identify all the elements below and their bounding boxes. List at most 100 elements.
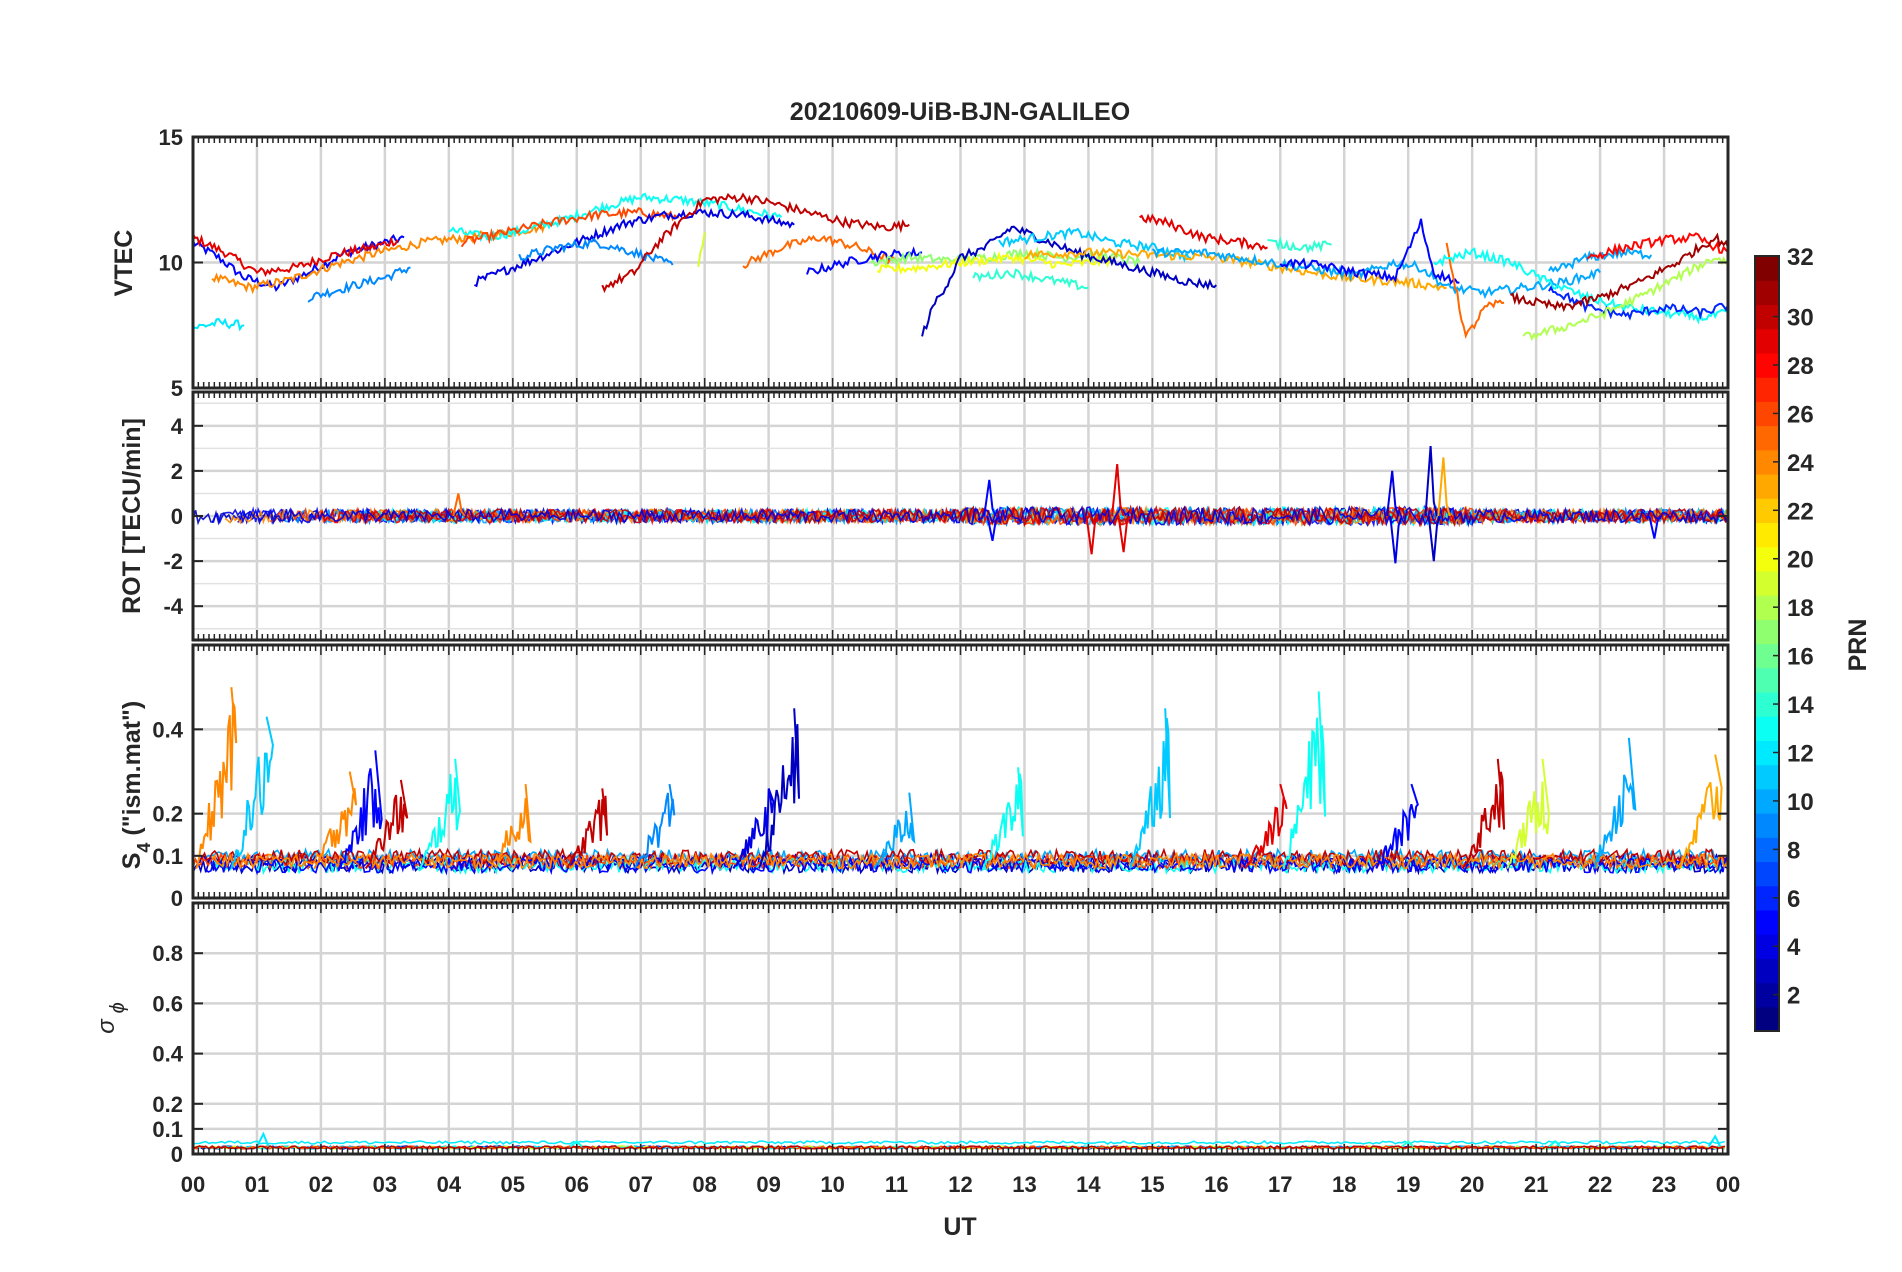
colorbar-swatch-prn-21 [1755, 522, 1779, 548]
colorbar-swatch-prn-29 [1755, 328, 1779, 354]
colorbar-swatch-prn-19 [1755, 570, 1779, 596]
colorbar-tick-label: 20 [1787, 547, 1814, 574]
s4-burst-prn-19 [1506, 758, 1550, 869]
x-tick-label: 15 [1140, 1172, 1164, 1197]
panel-rot: -4 -2 0 2 4 ROT [TECU/min] [118, 390, 1730, 642]
rot-spike-prn-29 [1117, 515, 1131, 553]
s4-burst-prn-23 [1679, 754, 1723, 869]
s4-burst-prn-4 [732, 788, 775, 869]
sigma-peak-prn-13 [569, 1140, 583, 1148]
y-axis-label: S4 ("ism.mat") [118, 701, 154, 870]
rot-spike-prn-23 [1437, 457, 1451, 517]
chart-title: 20210609-UiB-BJN-GALILEO [790, 98, 1130, 126]
rot-spike-prn-4 [1386, 470, 1400, 517]
vtec-series-prn-30 [601, 192, 910, 294]
rot-spike-prn-3 [1424, 446, 1438, 517]
y-tick-label: 0.4 [152, 717, 183, 742]
y-tick-label: 4 [171, 414, 184, 439]
colorbar-tick-label: 18 [1787, 595, 1814, 622]
x-tick-label: 14 [1076, 1172, 1101, 1197]
x-tick-label: 02 [309, 1172, 333, 1197]
s4-burst-prn-5 [339, 750, 383, 869]
x-tick-label: 10 [820, 1172, 844, 1197]
y-tick-label: -2 [163, 549, 183, 574]
y-tick-label: 0.8 [152, 941, 183, 966]
y-axis-label-main: S [118, 853, 146, 870]
colorbar-tick-label: 28 [1787, 353, 1814, 380]
s4-series-prn-24 [211, 851, 1728, 872]
vtec-series-prn-20 [877, 250, 1115, 275]
y-tick-label: 10 [159, 251, 183, 276]
s4-burst-prn-30 [364, 779, 409, 870]
vtec-series-prn-12 [193, 317, 245, 332]
rot-spike-prn-25 [452, 493, 466, 517]
vtec-series-prn-18 [1522, 256, 1728, 342]
colorbar-swatch-prn-23 [1755, 473, 1779, 499]
vtec-series-prn-9 [307, 266, 411, 303]
colorbar-swatch-prn-32 [1755, 256, 1779, 281]
colorbar-swatch-prn-27 [1755, 377, 1779, 402]
x-tick-label: 08 [692, 1172, 716, 1197]
x-tick-label: 00 [1716, 1172, 1740, 1197]
series-group [193, 446, 1728, 564]
s4-burst-prn-9 [633, 783, 676, 870]
x-tick-label: 03 [373, 1172, 397, 1197]
colorbar-swatch-prn-7 [1755, 861, 1779, 887]
rot-spike-prn-5 [983, 479, 997, 517]
colorbar-swatch-prn-13 [1755, 716, 1779, 741]
s4-burst-prn-24 [489, 784, 532, 870]
sigma-peak-prn-12 [1707, 1134, 1722, 1148]
s4-burst-prn-10 [873, 792, 916, 869]
vtec-series-prn-29 [1139, 213, 1268, 252]
x-tick-labels: 00 01 02 03 04 05 06 07 08 09 10 11 12 13 14 15 16 17 18 19… [181, 1172, 1740, 1197]
x-tick-label: 20 [1460, 1172, 1484, 1197]
x-tick-label: 22 [1588, 1172, 1612, 1197]
s4-burst-prn-13 [1282, 691, 1327, 869]
series-group [193, 687, 1728, 876]
s4-burst-prn-10 [1592, 737, 1637, 870]
y-tick-label: 0.2 [152, 1092, 183, 1117]
colorbar-swatch-prn-9 [1755, 813, 1779, 838]
x-tick-label: 13 [1012, 1172, 1036, 1197]
x-tick-label: 23 [1652, 1172, 1676, 1197]
panel-s4: 00.10.20.4S4 ("ism.mat") [118, 643, 1730, 911]
s4-burst-prn-30 [1461, 758, 1506, 870]
panel-sigma: 00.10.2 0.4 0.6 0.8 σϕ [93, 901, 1730, 1167]
sigma-peak-prn-12 [256, 1131, 270, 1147]
colorbar-tick-label: 10 [1787, 789, 1814, 816]
y-tick-label: -4 [163, 594, 183, 619]
x-tick-label: 04 [437, 1172, 462, 1197]
axes-frame [191, 901, 1730, 1156]
y-axis-label: σϕ [93, 1002, 129, 1034]
y-axis-label-main: σ [93, 1018, 120, 1034]
y-axis-label-sub: 4 [134, 843, 154, 853]
axes-frame [191, 643, 1730, 900]
vtec-series-prn-3 [921, 225, 1217, 337]
s4-series-prn-5 [205, 855, 1728, 876]
s4-burst-prn-13 [419, 758, 462, 869]
colorbar-tick-label: 24 [1787, 450, 1814, 477]
colorbar-tick-label: 22 [1787, 498, 1814, 525]
colorbar-tick-label: 4 [1787, 934, 1801, 961]
y-axis-label: ROT [TECU/min] [118, 418, 146, 614]
vtec-series-prn-13 [1433, 247, 1728, 325]
axes-frame [191, 135, 1730, 390]
colorbar-tick-label: 14 [1787, 692, 1814, 719]
vtec-series-prn-10 [1151, 246, 1601, 300]
vtec-series-prn-14 [972, 267, 1089, 291]
sigma-peak-prn-13 [1548, 1140, 1562, 1148]
vtec-series-prn-4 [474, 207, 795, 288]
colorbar-label: PRN [1844, 619, 1872, 672]
y-tick-label: 0 [171, 1142, 183, 1167]
sigma-peak-prn-14 [1401, 1140, 1415, 1148]
rot-spike-prn-3 [1427, 515, 1442, 562]
x-tick-label: 16 [1204, 1172, 1228, 1197]
colorbar-swatch-prn-5 [1755, 909, 1779, 935]
colorbar-tick-label: 12 [1787, 740, 1814, 767]
vtec-series-prn-31 [1510, 232, 1728, 313]
vtec-series-prn-14 [1267, 235, 1332, 255]
x-tick-label: 07 [628, 1172, 652, 1197]
panel-vtec: 5 10 15 VTEC [110, 125, 1730, 401]
